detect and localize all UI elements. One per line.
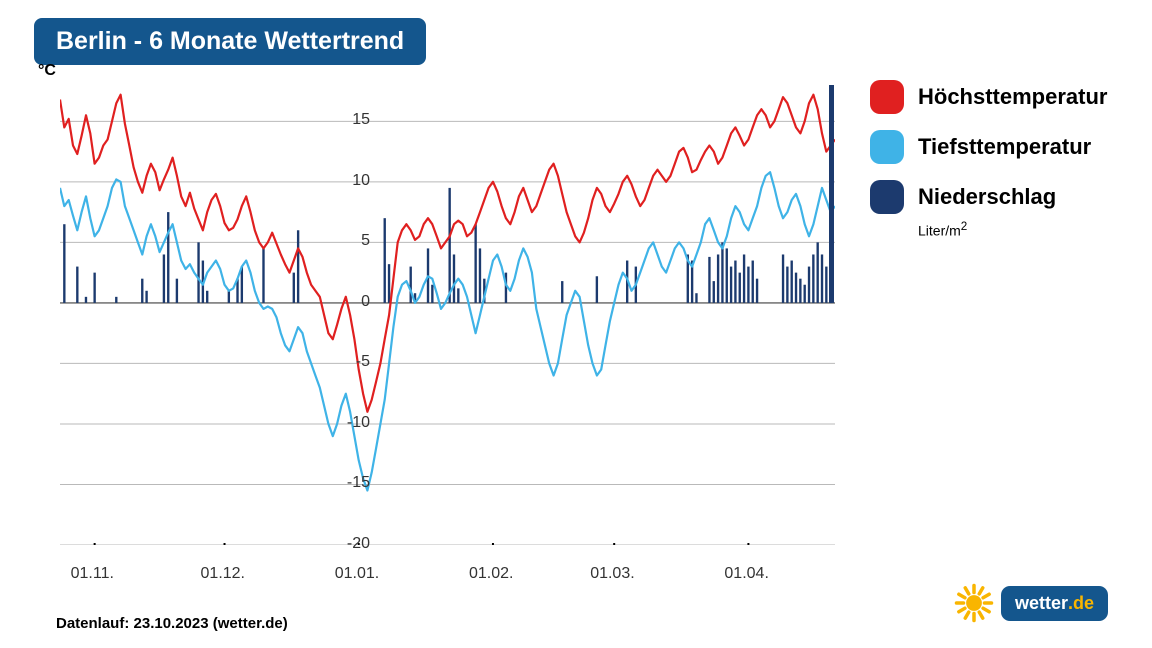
y-tick-label: -20 [330,535,370,553]
y-tick-label: 5 [330,232,370,250]
logo-pill: wetter.de [1001,586,1108,621]
legend-label: Höchsttemperatur [918,84,1107,110]
chart-title: Berlin - 6 Monate Wettertrend [34,18,426,65]
y-axis-unit: °C [38,62,56,80]
legend-label: Tiefsttemperatur [918,134,1091,160]
y-tick-label: 15 [330,111,370,129]
x-tick-label: 01.02. [469,565,513,583]
sun-icon [953,582,995,624]
brand-logo: wetter.de [953,582,1108,624]
x-tick-label: 01.01. [335,565,379,583]
y-tick-label: 0 [330,293,370,311]
legend-swatch [870,80,904,114]
x-tick-label: 01.11. [71,565,114,583]
y-tick-label: -15 [330,474,370,492]
logo-tld: .de [1068,593,1094,614]
x-tick-label: 01.04. [724,565,768,583]
y-tick-label: 10 [330,172,370,190]
logo-brand: wetter [1015,593,1068,614]
legend-label: Niederschlag [918,184,1056,210]
legend-swatch [870,180,904,214]
x-tick-label: 01.03. [590,565,634,583]
legend-item: Niederschlag [870,180,1107,214]
legend-item: Tiefsttemperatur [870,130,1107,164]
legend-sublabel: Liter/m2 [918,220,1107,239]
y-tick-label: -5 [330,353,370,371]
y-tick-label: -10 [330,414,370,432]
chart-plot-area [60,85,835,545]
x-tick-label: 01.12. [201,565,245,583]
legend: Höchsttemperatur Tiefsttemperatur Niedersc… [870,80,1107,239]
legend-item: Höchsttemperatur [870,80,1107,114]
data-run-footer: Datenlauf: 23.10.2023 (wetter.de) [56,615,288,632]
chart-svg [60,85,835,545]
legend-swatch [870,130,904,164]
